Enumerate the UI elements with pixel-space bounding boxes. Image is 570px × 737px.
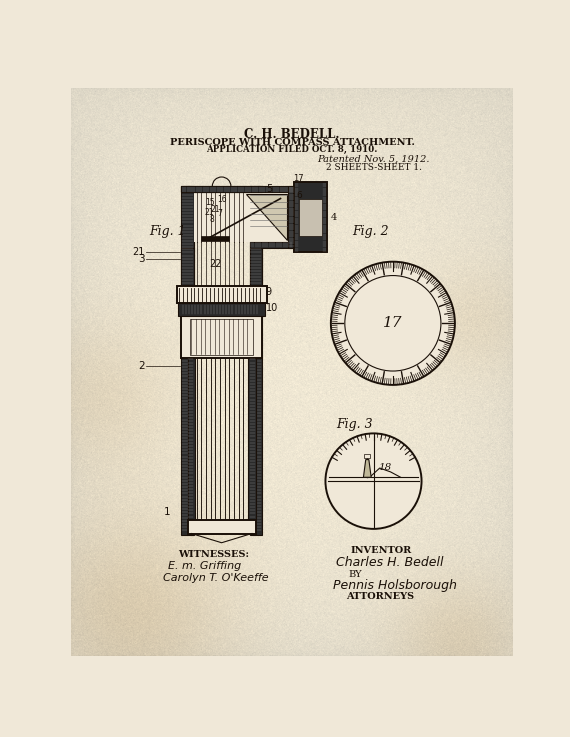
Bar <box>194 192 288 242</box>
Bar <box>364 454 370 458</box>
Text: 18: 18 <box>378 463 392 472</box>
Text: WITNESSES:: WITNESSES: <box>178 551 249 559</box>
Bar <box>188 358 196 520</box>
Text: 10: 10 <box>266 303 278 313</box>
Text: 22: 22 <box>209 259 222 270</box>
Text: 15: 15 <box>205 198 215 207</box>
Bar <box>181 248 194 287</box>
Polygon shape <box>246 194 287 240</box>
Bar <box>248 358 256 520</box>
Bar <box>250 242 295 248</box>
Text: 8: 8 <box>209 215 214 225</box>
Circle shape <box>325 433 422 529</box>
Text: ATTORNEYS: ATTORNEYS <box>347 592 414 601</box>
Text: 21: 21 <box>132 247 145 256</box>
Circle shape <box>345 276 441 371</box>
Text: Pennis Holsborough: Pennis Holsborough <box>333 579 457 592</box>
Text: 4: 4 <box>331 212 337 222</box>
Text: Charles H. Bedell: Charles H. Bedell <box>336 556 444 569</box>
Text: 21: 21 <box>205 208 214 217</box>
Bar <box>250 186 262 535</box>
Text: 17: 17 <box>293 174 303 184</box>
Bar <box>299 198 323 236</box>
Polygon shape <box>364 460 371 478</box>
Bar <box>181 186 194 535</box>
Text: 7: 7 <box>217 209 222 218</box>
Text: INVENTOR: INVENTOR <box>350 546 412 555</box>
Text: Fig. 3: Fig. 3 <box>336 418 373 431</box>
Text: 9: 9 <box>266 287 272 298</box>
Bar <box>178 303 265 315</box>
Bar <box>181 315 262 358</box>
Bar <box>181 186 295 192</box>
Text: Patented Nov. 5, 1912.: Patented Nov. 5, 1912. <box>317 155 430 164</box>
Text: Fig. 2: Fig. 2 <box>353 226 389 239</box>
Bar <box>177 287 267 303</box>
Bar <box>188 358 194 520</box>
Text: 21: 21 <box>211 206 220 214</box>
Text: 16: 16 <box>217 195 227 204</box>
Bar <box>190 318 254 354</box>
Circle shape <box>331 262 455 385</box>
Bar <box>181 186 262 192</box>
Text: Fig. 1: Fig. 1 <box>149 226 185 239</box>
Bar <box>288 186 295 248</box>
Text: 6: 6 <box>296 191 302 200</box>
Text: 2 SHEETS-SHEET 1.: 2 SHEETS-SHEET 1. <box>325 163 421 172</box>
Text: APPLICATION FILED OCT. 8, 1910.: APPLICATION FILED OCT. 8, 1910. <box>206 145 378 155</box>
Bar <box>201 237 229 241</box>
Text: E. m. Griffing: E. m. Griffing <box>168 561 241 571</box>
Text: PERISCOPE WITH COMPASS ATTACHMENT.: PERISCOPE WITH COMPASS ATTACHMENT. <box>170 138 414 147</box>
Bar <box>295 182 327 251</box>
Text: BY: BY <box>349 570 363 579</box>
Text: 17: 17 <box>383 316 402 330</box>
Text: 2: 2 <box>139 360 145 371</box>
Text: C. H. BEDELL.: C. H. BEDELL. <box>245 128 340 142</box>
Text: 3: 3 <box>139 254 145 265</box>
Text: 1: 1 <box>164 507 170 517</box>
Bar <box>250 248 262 287</box>
Bar <box>188 520 256 534</box>
Text: Carolyn T. O'Keeffe: Carolyn T. O'Keeffe <box>162 573 268 583</box>
Text: 5: 5 <box>266 184 272 194</box>
